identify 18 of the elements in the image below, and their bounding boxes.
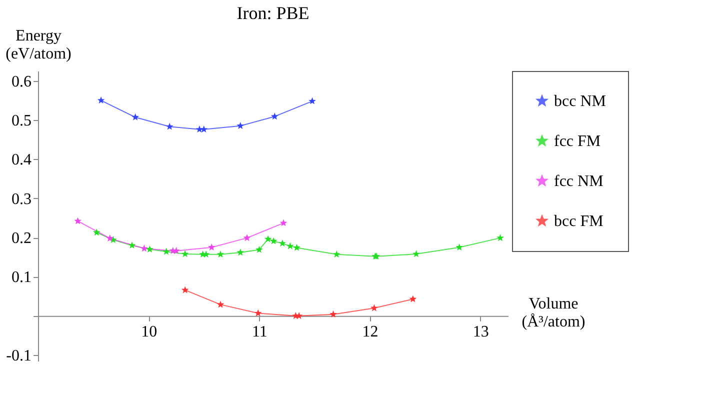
legend-label: fcc FM: [554, 133, 601, 150]
y-tick-label: 0.4: [12, 152, 32, 169]
y-axis-title: Energy (eV/atom): [6, 28, 72, 62]
y-tick-label: 0.2: [12, 230, 32, 248]
legend-label: fcc NM: [554, 173, 604, 190]
y-tick-label: 0.1: [12, 269, 32, 286]
x-axis-title: Volume (Å³/atom): [522, 295, 586, 330]
x-tick-label: 12: [362, 323, 378, 340]
y-tick-label: 0.6: [12, 73, 32, 90]
y-tick-label: -0.1: [6, 348, 32, 365]
legend-label: bcc NM: [554, 93, 606, 110]
x-tick-label: 13: [472, 323, 489, 340]
x-tick-label: 11: [252, 323, 268, 340]
y-tick-label: 0.5: [12, 112, 32, 130]
x-tick-label: 10: [141, 323, 158, 340]
legend-label: bcc FM: [554, 213, 604, 230]
chart-title: Iron: PBE: [236, 3, 310, 23]
y-tick-label: 0.3: [12, 190, 32, 208]
